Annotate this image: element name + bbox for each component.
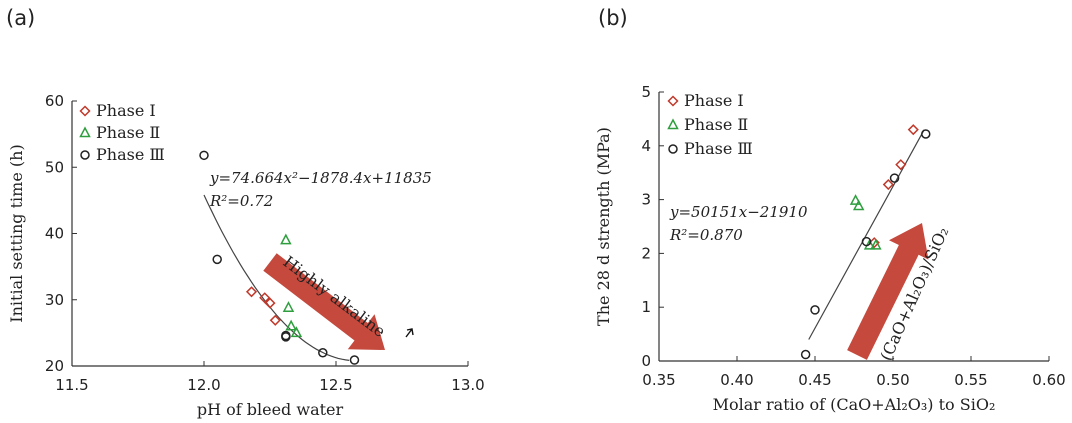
y-tick-label: 5 [641, 83, 651, 101]
y-axis-label: Initial setting time (h) [7, 144, 26, 322]
data-point-triangle [870, 238, 882, 250]
data-point-circle [199, 150, 209, 161]
data-point-triangle [863, 238, 876, 250]
legend-label: Phase Ⅲ [684, 139, 753, 158]
data-point-circle [861, 236, 872, 247]
data-point-circle [810, 305, 820, 315]
data-point-triangle [852, 199, 865, 211]
data-point-circle [318, 348, 328, 358]
y-tick-label: 3 [641, 191, 651, 209]
legend-marker-circle [668, 144, 678, 154]
chart-b: 0.35 0.40 0.45 0.50 0.55 0.60 0 1 2 3 4 5 Molar rati… [594, 83, 1066, 414]
legend-marker-diamond [79, 105, 91, 117]
data-point-diamond [264, 297, 276, 309]
y-tick-label: 0 [641, 352, 651, 370]
x-tick-label: 12.5 [319, 376, 352, 394]
x-axis-label: Molar ratio of (CaO+Al₂O₃) to SiO₂ [713, 395, 996, 414]
data-point-circle [349, 355, 360, 365]
x-tick-label: 0.60 [1032, 371, 1065, 389]
data-point-circle [889, 173, 900, 183]
x-tick-label: 0.45 [798, 371, 831, 389]
legend-marker-circle [80, 150, 90, 160]
fit-equation: y=50151x−21910 [669, 203, 808, 221]
data-point-circle [800, 349, 811, 360]
fit-r2: R²=0.870 [669, 226, 743, 244]
data-point-triangle [849, 194, 862, 205]
x-tick-label: 12.0 [187, 376, 220, 394]
legend-label: Phase Ⅰ [96, 101, 156, 120]
data-point-circle [212, 254, 222, 265]
data-point-circle [921, 129, 931, 139]
data-point-triangle [290, 326, 303, 338]
y-axis-label: The 28 d strength (MPa) [594, 127, 613, 326]
legend-label: Phase Ⅰ [684, 91, 744, 110]
fit-equation: y=74.664x²−1878.4x+11835 [209, 169, 432, 187]
y-tick-label: 2 [641, 244, 651, 262]
legend-label: Phase Ⅲ [96, 145, 165, 164]
legend-label: Phase Ⅱ [96, 123, 160, 142]
data-point-diamond [259, 292, 271, 304]
data-point-diamond [245, 286, 258, 298]
data-point-triangle [282, 301, 295, 312]
trend-arrow [847, 223, 929, 360]
data-point-triangle [285, 319, 297, 331]
data-point-diamond [882, 178, 894, 191]
chart-a: 11.5 12.0 12.5 13.0 20 30 40 50 60 pH of bleed wa… [7, 92, 485, 419]
data-point-diamond [907, 124, 919, 136]
y-tick-label: 50 [45, 158, 64, 176]
trend-arrow [263, 253, 385, 350]
x-tick-label: 11.5 [55, 376, 88, 394]
data-point-circle [281, 332, 291, 342]
legend-marker-diamond [667, 95, 679, 107]
y-tick-label: 4 [641, 137, 651, 155]
x-tick-label: 0.50 [876, 371, 909, 389]
legend-marker-triangle [667, 118, 679, 130]
fit-curve [203, 194, 350, 361]
fit-r2: R²=0.72 [209, 192, 273, 210]
legend-marker-triangle [79, 126, 91, 138]
panel-a-label: (a) [6, 6, 36, 30]
x-tick-label: 0.55 [954, 371, 987, 389]
data-point-diamond [868, 237, 880, 249]
x-axis-label: pH of bleed water [197, 400, 344, 419]
data-point-diamond [269, 314, 281, 326]
y-tick-label: 40 [45, 225, 64, 243]
small-arrow-icon [405, 328, 414, 338]
panel-b-label: (b) [598, 6, 628, 30]
legend-label: Phase Ⅱ [684, 115, 748, 134]
y-tick-label: 20 [45, 357, 64, 375]
x-tick-label: 13.0 [451, 376, 484, 394]
x-tick-label: 0.40 [720, 371, 753, 389]
y-tick-label: 60 [45, 92, 64, 110]
data-point-triangle [280, 233, 292, 245]
data-point-diamond [895, 159, 907, 171]
x-tick-label: 0.35 [642, 371, 675, 389]
y-tick-label: 30 [45, 291, 64, 309]
y-tick-label: 1 [641, 298, 651, 316]
